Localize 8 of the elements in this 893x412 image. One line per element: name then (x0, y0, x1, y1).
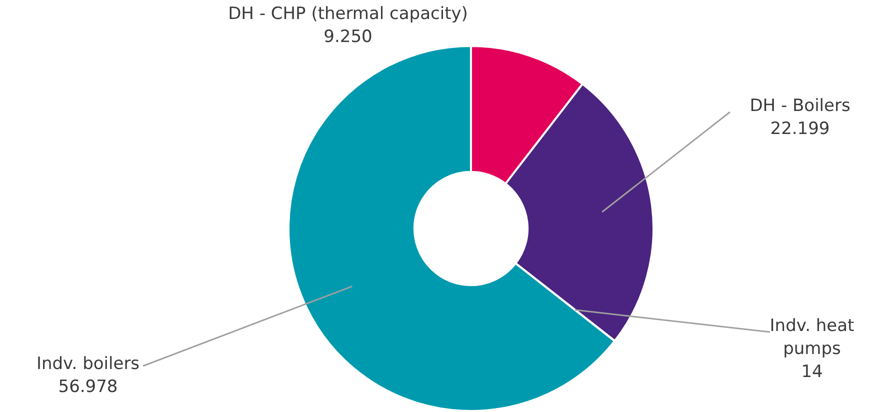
data-label: 14 (801, 362, 823, 382)
data-label: 56.978 (58, 376, 118, 397)
slice-label: DH - Boilers (750, 96, 850, 116)
slice-label: Indv. heat pumps (770, 316, 855, 359)
slice-label: Indv. boilers (36, 354, 140, 374)
slice-label: DH - CHP (thermal capacity) (228, 4, 468, 24)
data-label: 9.250 (324, 26, 372, 47)
data-label: 22.199 (770, 118, 830, 139)
